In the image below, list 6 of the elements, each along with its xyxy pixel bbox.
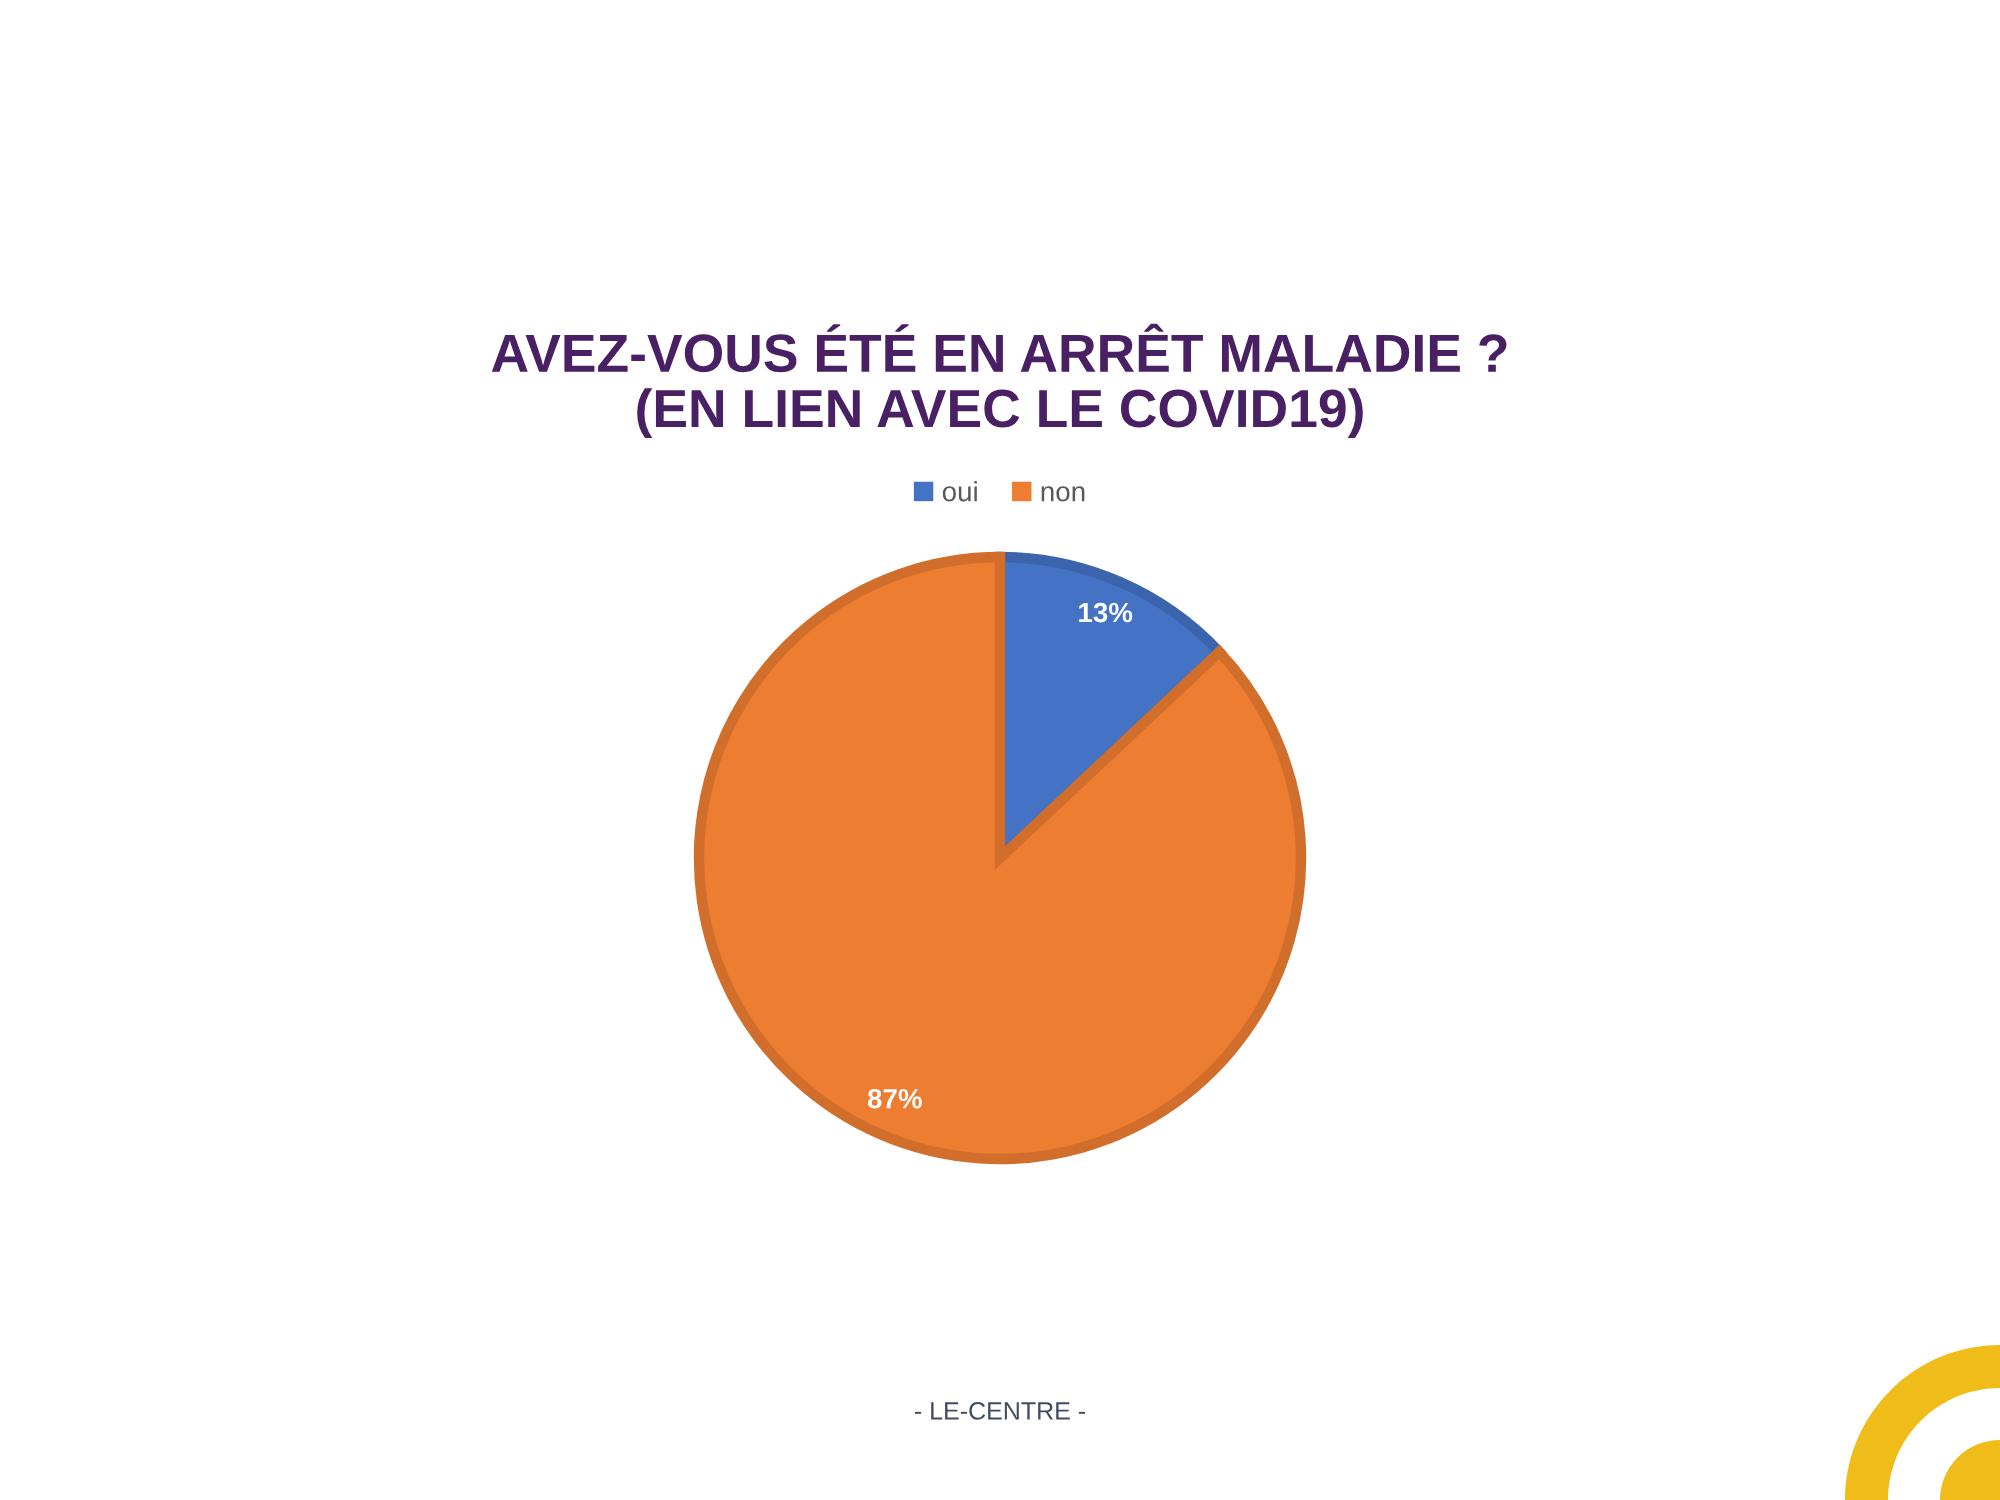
legend-label: oui — [942, 481, 977, 502]
data-label: 87% — [867, 1088, 922, 1109]
text: - LE-CENTRE - — [915, 1402, 1086, 1420]
chart-title: AVEZ-VOUS ÉTÉ EN ARRÊT MALADIE ? (EN LIEN AVEC LE COVID19) — [491, 323, 1507, 439]
legend-label: non — [1041, 486, 1085, 502]
data-label: 13% — [1079, 602, 1133, 623]
